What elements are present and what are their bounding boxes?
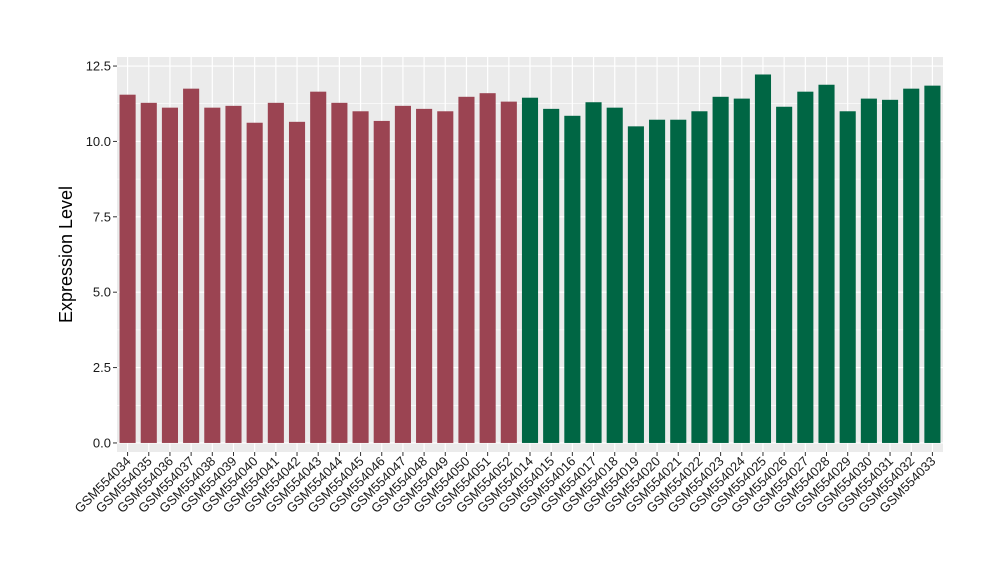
- bar-GSM554043: [310, 91, 327, 443]
- bar-GSM554033: [924, 85, 941, 443]
- bar-GSM554022: [691, 111, 708, 443]
- bar-GSM554029: [839, 111, 856, 443]
- bars: [119, 74, 941, 443]
- y-axis-title: Expression Level: [56, 186, 76, 323]
- x-axis: GSM554034GSM554035GSM554036GSM554037GSM5…: [71, 452, 939, 516]
- bar-GSM554046: [373, 120, 390, 443]
- bar-GSM554032: [903, 88, 920, 443]
- bar-GSM554014: [521, 97, 539, 443]
- bar-GSM554041: [267, 102, 284, 443]
- bar-GSM554049: [437, 111, 454, 443]
- y-tick-label: 12.5: [86, 59, 111, 74]
- y-axis: 0.0 2.5 5.0 7.5 10.0 12.5: [86, 59, 117, 450]
- bar-GSM554020: [649, 119, 666, 443]
- y-tick-label: 7.5: [93, 209, 111, 224]
- bar-GSM554042: [288, 121, 306, 443]
- bar-GSM554047: [394, 105, 411, 443]
- bar-GSM554035: [140, 102, 157, 443]
- bar-GSM554045: [352, 111, 369, 443]
- bar-GSM554027: [797, 91, 814, 443]
- bar-GSM554044: [331, 102, 348, 443]
- bar-GSM554021: [670, 119, 687, 443]
- bar-GSM554030: [860, 98, 877, 443]
- bar-GSM554050: [458, 96, 475, 443]
- bar-GSM554019: [627, 126, 644, 443]
- bar-GSM554025: [754, 74, 772, 443]
- bar-GSM554052: [500, 101, 517, 443]
- bar-GSM554031: [882, 99, 899, 443]
- y-tick-label: 2.5: [93, 360, 111, 375]
- y-tick-label: 5.0: [93, 285, 111, 300]
- bar-GSM554015: [543, 108, 560, 443]
- bar-GSM554048: [416, 108, 433, 443]
- bar-GSM554018: [606, 107, 623, 443]
- bar-GSM554036: [161, 107, 178, 443]
- bar-GSM554017: [585, 102, 602, 443]
- bar-GSM554026: [776, 106, 793, 443]
- bar-GSM554039: [225, 105, 242, 443]
- bar-GSM554034: [119, 94, 136, 443]
- bar-GSM554037: [183, 88, 200, 443]
- bar-GSM554016: [564, 115, 581, 443]
- bar-GSM554038: [204, 107, 221, 443]
- bar-GSM554024: [733, 98, 750, 443]
- bar-GSM554051: [479, 93, 496, 443]
- bar-GSM554040: [246, 122, 263, 443]
- bar-GSM554023: [712, 96, 729, 443]
- bar-GSM554028: [818, 84, 835, 443]
- y-tick-label: 0.0: [93, 435, 111, 450]
- y-tick-label: 10.0: [86, 134, 111, 149]
